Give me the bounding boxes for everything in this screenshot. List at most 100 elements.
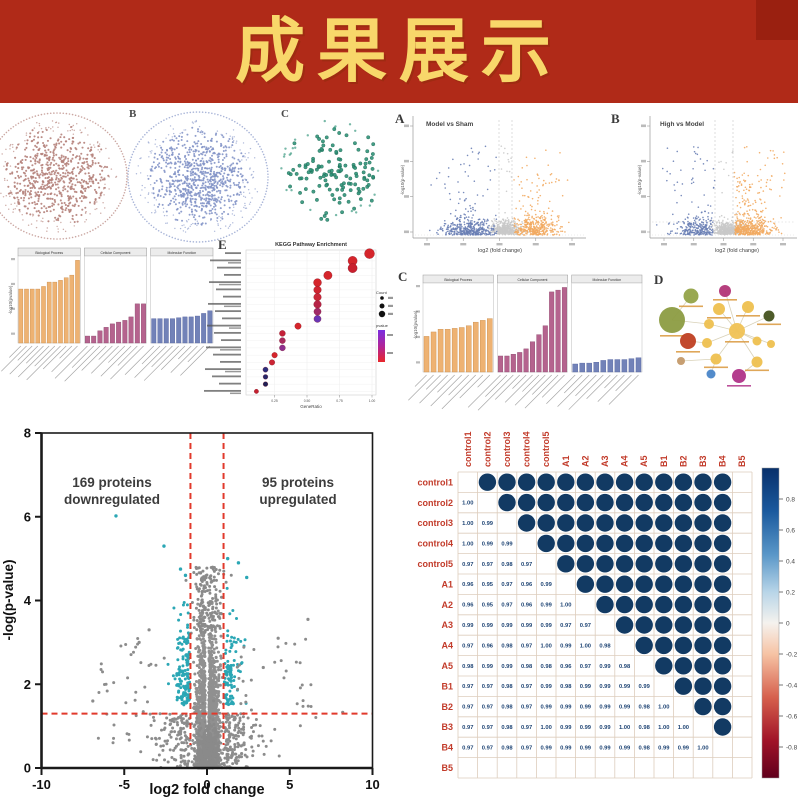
corr-value: 0.98 bbox=[541, 664, 553, 670]
kegg-x-tick: 0.25 bbox=[271, 399, 278, 403]
go-bar bbox=[628, 358, 635, 373]
corr-circle bbox=[557, 534, 575, 553]
volcano-main: -10 -5 0 5 10 0 2 4 6 8 bbox=[24, 426, 380, 793]
go-bar bbox=[122, 320, 128, 344]
corr-circle bbox=[713, 575, 732, 593]
go-bar bbox=[498, 355, 504, 373]
go-bar bbox=[29, 288, 35, 344]
corr-circle bbox=[635, 636, 653, 655]
corr-value: 0.98 bbox=[462, 664, 474, 670]
kegg-x-tick: 0.50 bbox=[304, 399, 311, 403]
corr-value: 0.96 bbox=[521, 582, 533, 588]
corr-value: 0.99 bbox=[541, 684, 553, 690]
matrix-row-label: control1 bbox=[417, 477, 453, 487]
go-bar bbox=[542, 325, 548, 373]
corr-value: 1.00 bbox=[541, 643, 552, 649]
corr-value: 0.97 bbox=[560, 623, 571, 629]
corr-value: 0.99 bbox=[599, 725, 611, 731]
corr-circle bbox=[674, 473, 693, 491]
corr-value: 0.99 bbox=[580, 725, 592, 731]
corr-value: 0.99 bbox=[501, 623, 513, 629]
colorbar-tick: -0.8 bbox=[786, 744, 798, 751]
corr-circle bbox=[674, 677, 693, 695]
go-bar bbox=[635, 357, 642, 373]
corr-circle bbox=[694, 473, 712, 491]
corr-value: 0.97 bbox=[482, 725, 493, 731]
corr-circle bbox=[576, 575, 595, 593]
kegg-dot bbox=[323, 271, 333, 280]
kegg-xlabel: GeneRatio bbox=[300, 404, 322, 409]
volcano-y-tick: 8 bbox=[24, 426, 31, 441]
corr-circle bbox=[655, 493, 673, 512]
corr-value: 0.99 bbox=[619, 684, 631, 690]
go-top-ylabel: -log10(pvalue) bbox=[8, 285, 13, 314]
corr-circle bbox=[557, 514, 575, 532]
volcano-main-xlabel: log2 fold change bbox=[149, 782, 264, 798]
go-bar bbox=[437, 329, 444, 373]
panel-label-network-d: D bbox=[654, 272, 663, 287]
go-bar bbox=[52, 281, 58, 344]
go-bar bbox=[473, 321, 479, 373]
corr-value: 0.98 bbox=[501, 745, 513, 751]
matrix-row-label: B2 bbox=[441, 702, 453, 712]
corr-circle bbox=[713, 677, 732, 695]
colorbar-tick: 0.4 bbox=[786, 558, 795, 565]
go-bar bbox=[465, 325, 472, 373]
corr-circle bbox=[557, 493, 575, 512]
corr-circle bbox=[713, 697, 732, 716]
corr-value: 0.97 bbox=[462, 684, 473, 690]
colorbar bbox=[761, 467, 780, 779]
corr-value: 0.99 bbox=[599, 664, 611, 670]
corr-circle bbox=[557, 555, 575, 573]
corr-value: 1.00 bbox=[658, 725, 669, 731]
matrix-col-label: A4 bbox=[620, 455, 630, 467]
kegg-dot bbox=[279, 337, 286, 344]
corr-circle bbox=[713, 493, 732, 512]
corr-value: 0.99 bbox=[482, 521, 494, 527]
kegg-dot bbox=[313, 293, 322, 302]
corr-circle bbox=[635, 473, 653, 491]
corr-value: 0.97 bbox=[501, 603, 512, 609]
go-bar bbox=[621, 359, 628, 373]
colorbar-tick: -0.6 bbox=[786, 713, 798, 720]
sample-correlation-matrix: control1 control1 control2 control2 control3… bbox=[417, 431, 798, 779]
go-bar bbox=[600, 360, 607, 373]
network-node bbox=[763, 310, 775, 322]
corr-value: 0.98 bbox=[501, 705, 513, 711]
go-enrichment-top: Biological Process Cellular Component Mole… bbox=[1, 247, 214, 382]
go-bar bbox=[593, 362, 600, 373]
corr-value: 0.98 bbox=[639, 745, 651, 751]
facet-title: Cellular Component bbox=[101, 251, 131, 255]
corr-circle bbox=[596, 575, 614, 593]
corr-circle bbox=[674, 514, 693, 532]
corr-circle bbox=[674, 595, 693, 614]
kegg-dot bbox=[279, 344, 286, 352]
kegg-pathway-enrichment: 0.25 0.50 0.75 1.00 bbox=[204, 248, 393, 403]
corr-circle bbox=[635, 514, 653, 532]
network-node bbox=[659, 307, 685, 333]
go-enrichment-c: Biological Process Cellular Component Mole… bbox=[408, 274, 643, 411]
matrix-row-label: A4 bbox=[441, 641, 453, 651]
corr-value: 0.98 bbox=[521, 664, 533, 670]
banner: 成果展示 bbox=[0, 0, 798, 103]
corr-value: 0.99 bbox=[482, 664, 494, 670]
corr-circle bbox=[576, 514, 595, 532]
kegg-dot bbox=[313, 278, 322, 287]
volcano-x-tick: 5 bbox=[286, 777, 293, 792]
volcano-main-ylabel: -log(p-value) bbox=[1, 560, 16, 641]
annotation-downregulated-line1: 169 proteins bbox=[72, 475, 152, 490]
matrix-row-label: B4 bbox=[441, 743, 453, 753]
corr-circle bbox=[537, 493, 555, 512]
kegg-dot bbox=[279, 330, 286, 337]
corr-value: 0.99 bbox=[462, 623, 474, 629]
matrix-row-label: B3 bbox=[441, 722, 453, 732]
corr-value: 0.96 bbox=[462, 603, 474, 609]
corr-circle bbox=[615, 514, 634, 532]
go-bar bbox=[18, 288, 24, 344]
go-bar bbox=[207, 310, 213, 344]
go-bar bbox=[63, 277, 69, 344]
corr-value: 0.97 bbox=[521, 562, 532, 568]
matrix-col-label: B1 bbox=[659, 455, 669, 467]
matrix-col-label: control5 bbox=[541, 431, 551, 467]
